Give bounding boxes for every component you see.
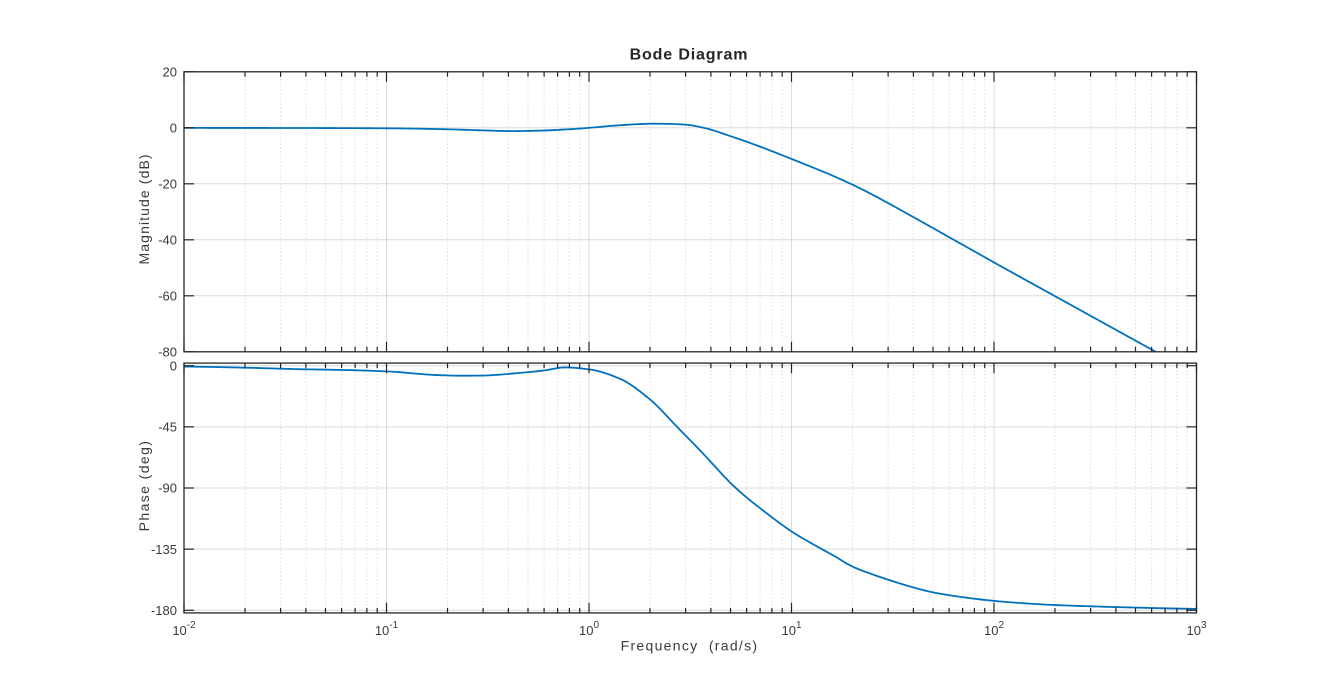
svg-text:-60: -60 [158,288,177,303]
svg-text:0: 0 [170,358,177,373]
svg-text:-180: -180 [151,603,177,618]
svg-text:-40: -40 [158,232,177,247]
svg-text:-45: -45 [158,419,177,434]
svg-text:0: 0 [170,120,177,135]
svg-text:-90: -90 [158,481,177,496]
svg-text:Phase (deg): Phase (deg) [136,440,152,532]
svg-text:Frequency (rad/s): Frequency (rad/s) [621,638,759,654]
svg-text:-80: -80 [158,344,177,359]
svg-text:20: 20 [163,64,177,79]
svg-text:Magnitude (dB): Magnitude (dB) [136,153,152,264]
svg-text:-135: -135 [151,542,177,557]
svg-text:Bode Diagram: Bode Diagram [630,47,749,64]
svg-text:-20: -20 [158,176,177,191]
